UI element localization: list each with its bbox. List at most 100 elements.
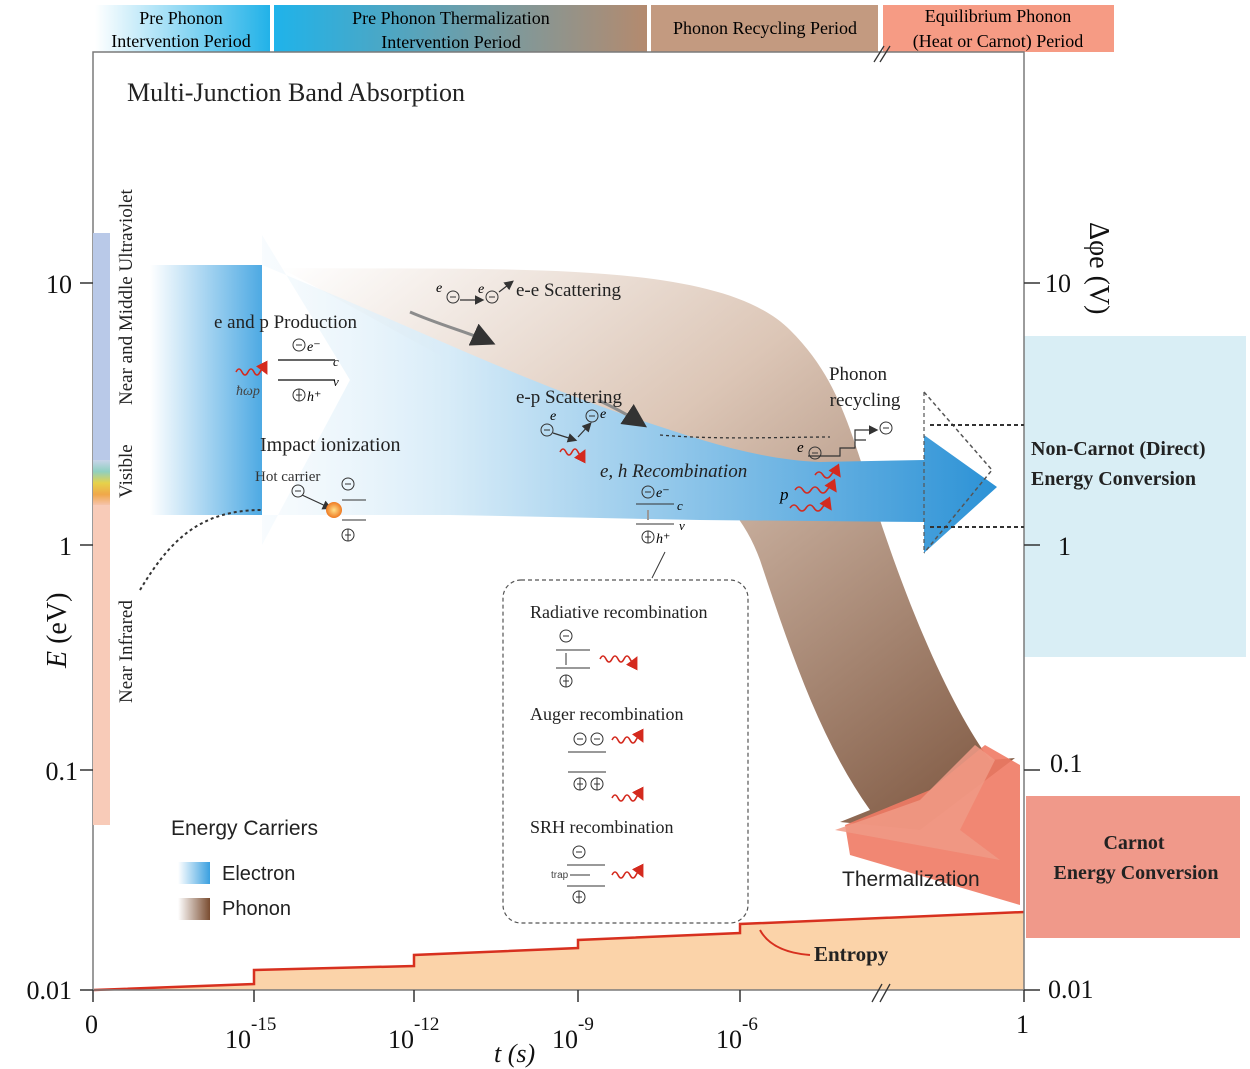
ep-e2: e bbox=[600, 407, 606, 422]
entropy-area bbox=[94, 912, 1024, 990]
thermalization-label: Thermalization bbox=[842, 868, 980, 891]
y2-axis-ticks: 10 1 0.1 0.01 bbox=[1024, 269, 1094, 1004]
electron-flow-lower bbox=[150, 265, 262, 515]
production-label: e and p Production bbox=[214, 312, 358, 333]
auger-recombination-label: Auger recombination bbox=[530, 704, 683, 724]
x-tick-0: 0 bbox=[85, 1010, 98, 1039]
legend-title: Energy Carriers bbox=[171, 817, 318, 840]
x-tick-labels: 0 10-15 10-12 10-9 10-6 1 bbox=[85, 1010, 1029, 1054]
recycling-p: p bbox=[779, 485, 789, 504]
y-axis-ticks: 10 1 0.1 0.01 bbox=[27, 270, 93, 1005]
noncarnot-dashed-arrow bbox=[923, 391, 993, 554]
impact-band-diagram bbox=[291, 477, 366, 542]
srh-diagram: trap bbox=[551, 845, 644, 904]
production-v-label: v bbox=[333, 374, 339, 389]
phonon-recycling-label-1: Phonon bbox=[829, 364, 888, 385]
thermalization-arrow bbox=[835, 745, 1020, 905]
noncarnot-label-1: Non-Carnot (Direct) bbox=[1031, 438, 1206, 460]
x-axis-ticks bbox=[92, 990, 1025, 1002]
hot-carrier-label: Hot carrier bbox=[255, 469, 320, 485]
ir-band-label: Near Infrared bbox=[116, 600, 137, 703]
period-2-bg bbox=[274, 5, 647, 52]
eh-e-label: e⁻ bbox=[656, 486, 670, 501]
uv-band-label: Near and Middle Ultraviolet bbox=[116, 188, 137, 405]
y2-tick-1: 1 bbox=[1058, 532, 1071, 561]
diagram-title: Multi-Junction Band Absorption bbox=[127, 78, 465, 107]
period-3-label: Phonon Recycling Period bbox=[673, 18, 857, 38]
carnot-label-1: Carnot bbox=[1103, 832, 1164, 854]
legend-phonon-swatch bbox=[178, 898, 210, 920]
recombination-box bbox=[502, 579, 749, 924]
legend-electron-swatch bbox=[178, 862, 210, 884]
legend: Energy Carriers Electron Phonon bbox=[171, 817, 318, 920]
ep-scattering-diagram: e e bbox=[540, 407, 606, 464]
legend-phonon-label: Phonon bbox=[222, 898, 291, 920]
axis-break-marks bbox=[871, 45, 891, 1003]
period-3-bg bbox=[651, 5, 878, 52]
production-c-label: c bbox=[333, 354, 339, 369]
impact-ionization-label: Impact ionization bbox=[260, 434, 401, 456]
srh-recombination-label: SRH recombination bbox=[530, 817, 673, 837]
y2-tick-0.1: 0.1 bbox=[1050, 749, 1083, 778]
production-h-label: h⁺ bbox=[307, 390, 321, 405]
recycling-e: e bbox=[797, 440, 804, 456]
ep-scattering-label: e-p Scattering bbox=[516, 387, 623, 408]
x-tick-1e-6: 10-6 bbox=[716, 1014, 758, 1054]
period-4-bg bbox=[883, 5, 1114, 52]
period-4-line1: Equilibrium Phonon bbox=[925, 6, 1072, 26]
entropy-line bbox=[93, 910, 1025, 992]
phonon-recycling-label-2: recycling bbox=[830, 390, 901, 411]
hw-label: ħωp bbox=[236, 384, 260, 399]
radiative-diagram bbox=[556, 629, 638, 688]
eh-recomb-band-diagram: e⁻ h⁺ c v bbox=[636, 485, 685, 579]
electron-inlet-dotted bbox=[139, 509, 263, 591]
eh-h-label: h⁺ bbox=[656, 532, 670, 547]
electron-flow bbox=[150, 235, 997, 553]
ep-e1: e bbox=[550, 409, 556, 424]
legend-electron-label: Electron bbox=[222, 863, 295, 885]
x-tick-1: 1 bbox=[1016, 1010, 1029, 1039]
period-2-line1: Pre Phonon Thermalization bbox=[352, 8, 550, 28]
eh-v-label: v bbox=[679, 518, 685, 533]
y2-axis-label: Δφe (V) bbox=[1083, 222, 1114, 314]
hot-carrier-icon bbox=[326, 502, 342, 518]
uv-band bbox=[93, 233, 110, 463]
eh-recombination-label: e, h Recombination bbox=[600, 461, 747, 482]
non-carnot-panel bbox=[1024, 336, 1246, 657]
phonon-flow bbox=[280, 268, 1015, 830]
x-tick-1e-15: 10-15 bbox=[225, 1014, 276, 1054]
y-tick-0.1: 0.1 bbox=[46, 757, 79, 786]
x-tick-1e-9: 10-9 bbox=[552, 1014, 594, 1054]
carnot-panel bbox=[1026, 796, 1240, 938]
ir-band bbox=[93, 505, 110, 825]
period-1-bg bbox=[95, 5, 270, 52]
production-e-label: e⁻ bbox=[307, 340, 321, 355]
period-header: Pre Phonon Intervention Period Pre Phono… bbox=[95, 5, 1114, 52]
entropy-callout bbox=[759, 929, 811, 956]
period-1-line1: Pre Phonon bbox=[139, 8, 223, 28]
y-tick-10: 10 bbox=[46, 270, 72, 299]
y-axis-label: E (eV) bbox=[42, 593, 73, 669]
eh-c-label: c bbox=[677, 498, 683, 513]
ee-scattering-diagram: e e bbox=[436, 280, 514, 305]
trap-label: trap bbox=[551, 870, 569, 881]
ee-e2: e bbox=[478, 282, 484, 297]
x-axis-label: t (s) bbox=[494, 1039, 535, 1068]
noncarnot-label-2: Energy Conversion bbox=[1031, 468, 1196, 490]
x-tick-1e-12: 10-12 bbox=[388, 1014, 439, 1054]
carnot-label-2: Energy Conversion bbox=[1054, 862, 1219, 884]
period-1-line2: Intervention Period bbox=[111, 31, 250, 51]
period-2-line2: Intervention Period bbox=[381, 32, 520, 52]
ee-e1: e bbox=[436, 281, 442, 296]
auger-diagram bbox=[568, 728, 644, 802]
y-tick-1: 1 bbox=[59, 532, 72, 561]
phonon-recycling-diagram: e p bbox=[779, 421, 893, 512]
ee-scattering-label: e-e Scattering bbox=[516, 280, 621, 301]
visible-band-label: Visible bbox=[116, 444, 137, 498]
production-band-diagram: e⁻ h⁺ c v ħωp bbox=[235, 338, 339, 405]
radiative-recombination-label: Radiative recombination bbox=[530, 602, 707, 622]
y-tick-0.01: 0.01 bbox=[27, 976, 73, 1005]
entropy-label: Entropy bbox=[814, 942, 889, 966]
y2-tick-10: 10 bbox=[1045, 269, 1071, 298]
